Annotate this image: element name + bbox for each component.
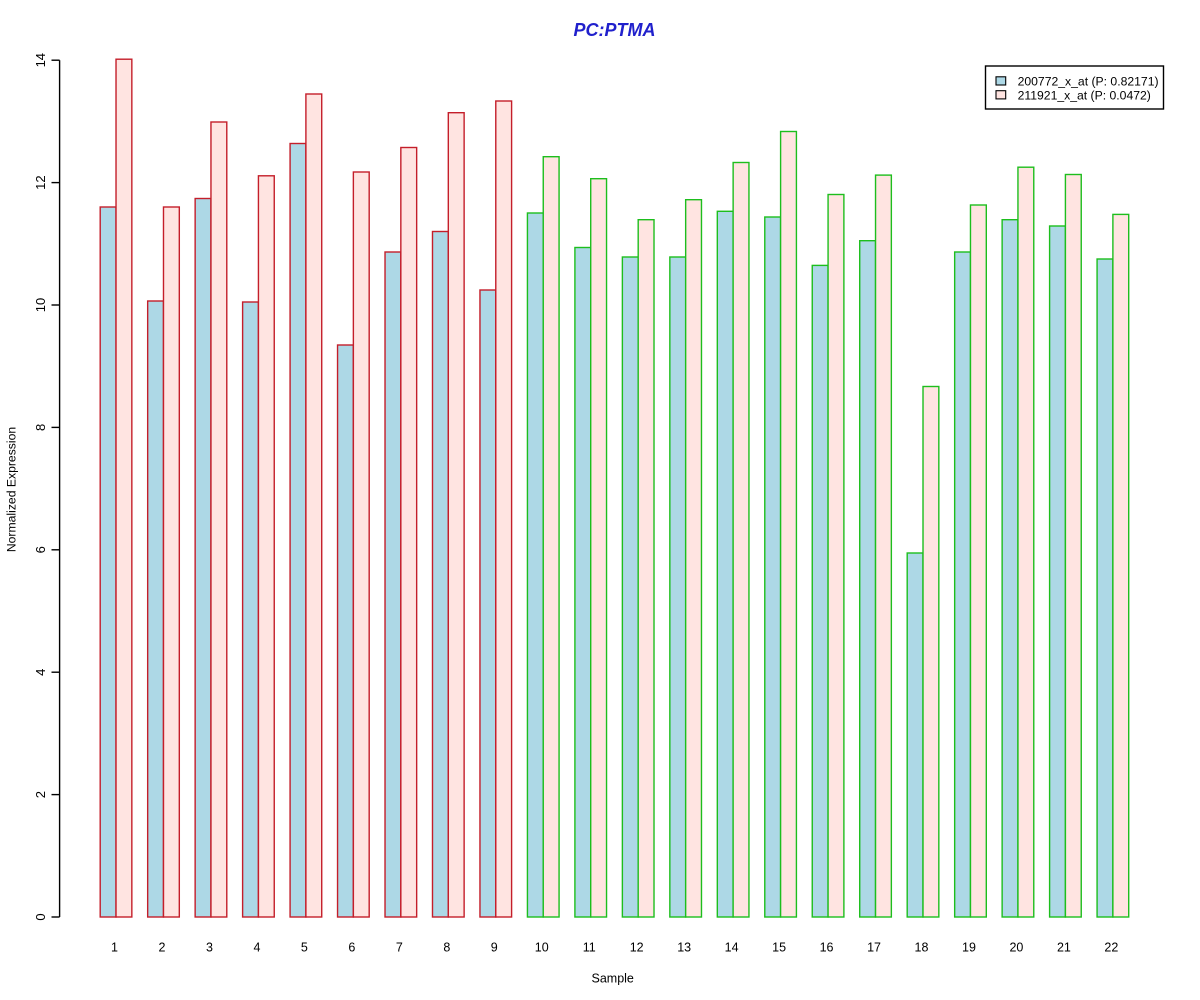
svg-text:17: 17 — [867, 941, 881, 955]
svg-text:211921_x_at (P: 0.0472): 211921_x_at (P: 0.0472) — [1018, 89, 1151, 103]
svg-text:11: 11 — [583, 941, 596, 955]
svg-text:1: 1 — [111, 941, 118, 955]
svg-text:9: 9 — [491, 941, 498, 955]
svg-text:PC:PTMA: PC:PTMA — [574, 20, 656, 40]
svg-text:15: 15 — [772, 941, 786, 955]
svg-text:7: 7 — [396, 941, 403, 955]
svg-text:10: 10 — [535, 941, 549, 955]
svg-text:6: 6 — [348, 941, 355, 955]
svg-text:20: 20 — [1009, 941, 1023, 955]
svg-text:8: 8 — [33, 424, 48, 431]
svg-text:6: 6 — [33, 546, 48, 553]
svg-text:0: 0 — [33, 913, 48, 920]
svg-text:4: 4 — [33, 669, 48, 676]
svg-text:8: 8 — [443, 941, 450, 955]
svg-text:10: 10 — [33, 298, 48, 312]
svg-text:4: 4 — [253, 941, 260, 955]
svg-text:21: 21 — [1057, 941, 1071, 955]
svg-text:Sample: Sample — [592, 972, 634, 986]
svg-text:14: 14 — [33, 53, 48, 67]
svg-text:22: 22 — [1104, 941, 1118, 955]
svg-text:5: 5 — [301, 941, 308, 955]
svg-text:2: 2 — [33, 791, 48, 798]
svg-text:Normalized Expression: Normalized Expression — [5, 427, 19, 552]
svg-text:3: 3 — [206, 941, 213, 955]
svg-text:14: 14 — [725, 941, 739, 955]
svg-text:13: 13 — [677, 941, 691, 955]
svg-text:12: 12 — [630, 941, 644, 955]
svg-text:18: 18 — [915, 941, 929, 955]
svg-text:12: 12 — [33, 175, 48, 189]
svg-text:19: 19 — [962, 941, 976, 955]
svg-text:16: 16 — [820, 941, 834, 955]
svg-text:200772_x_at (P: 0.82171): 200772_x_at (P: 0.82171) — [1018, 74, 1159, 88]
svg-text:2: 2 — [159, 941, 166, 955]
